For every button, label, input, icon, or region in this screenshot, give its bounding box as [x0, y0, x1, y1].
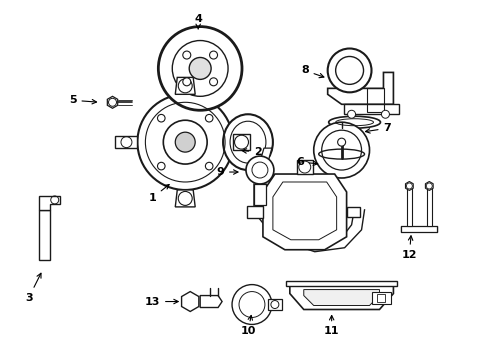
- Ellipse shape: [223, 114, 272, 170]
- Text: 8: 8: [300, 66, 323, 78]
- Text: 13: 13: [144, 297, 178, 306]
- Text: 6: 6: [295, 157, 317, 167]
- Circle shape: [157, 114, 165, 122]
- Circle shape: [205, 162, 213, 170]
- Circle shape: [157, 162, 165, 170]
- Circle shape: [337, 138, 345, 146]
- Bar: [267, 298, 281, 310]
- Text: 11: 11: [323, 315, 339, 336]
- Circle shape: [313, 122, 369, 178]
- Polygon shape: [253, 184, 265, 205]
- Ellipse shape: [318, 149, 364, 159]
- Bar: [406, 186, 411, 226]
- Polygon shape: [263, 174, 346, 250]
- Text: 7: 7: [365, 123, 390, 133]
- Circle shape: [175, 132, 195, 152]
- Circle shape: [163, 120, 207, 164]
- Polygon shape: [303, 289, 379, 306]
- Polygon shape: [327, 72, 393, 104]
- Ellipse shape: [328, 116, 380, 128]
- Circle shape: [381, 110, 388, 118]
- Circle shape: [183, 78, 190, 86]
- Polygon shape: [181, 292, 199, 311]
- Circle shape: [209, 78, 217, 86]
- Polygon shape: [289, 285, 393, 310]
- Circle shape: [189, 58, 211, 80]
- Circle shape: [327, 49, 371, 92]
- Text: 5: 5: [69, 95, 96, 105]
- Bar: [343, 104, 399, 114]
- Polygon shape: [346, 207, 359, 217]
- Bar: [401, 226, 436, 232]
- Bar: [39, 210, 50, 260]
- Polygon shape: [272, 182, 336, 240]
- Polygon shape: [246, 206, 263, 218]
- Bar: [285, 280, 397, 285]
- Bar: [366, 88, 384, 112]
- Polygon shape: [405, 181, 412, 190]
- Polygon shape: [260, 148, 271, 162]
- Bar: [371, 292, 390, 303]
- Text: 2: 2: [242, 147, 261, 157]
- Text: 12: 12: [401, 236, 416, 260]
- Circle shape: [108, 98, 116, 106]
- Text: 9: 9: [216, 167, 238, 177]
- Text: 10: 10: [240, 315, 255, 336]
- Bar: [377, 293, 385, 302]
- Polygon shape: [107, 96, 118, 108]
- Polygon shape: [175, 190, 195, 207]
- Bar: [426, 186, 431, 226]
- Polygon shape: [39, 196, 60, 210]
- Text: 1: 1: [148, 185, 169, 203]
- Polygon shape: [296, 160, 312, 174]
- Polygon shape: [233, 134, 249, 150]
- Circle shape: [205, 114, 213, 122]
- Polygon shape: [115, 136, 137, 148]
- Circle shape: [347, 110, 355, 118]
- Circle shape: [209, 51, 217, 59]
- Circle shape: [158, 27, 242, 110]
- Polygon shape: [425, 181, 432, 190]
- Circle shape: [183, 51, 190, 59]
- Circle shape: [137, 94, 233, 190]
- Text: 3: 3: [25, 273, 41, 302]
- Text: 4: 4: [194, 14, 202, 29]
- Polygon shape: [175, 77, 195, 94]
- Circle shape: [172, 41, 227, 96]
- Polygon shape: [200, 296, 222, 307]
- Circle shape: [245, 156, 273, 184]
